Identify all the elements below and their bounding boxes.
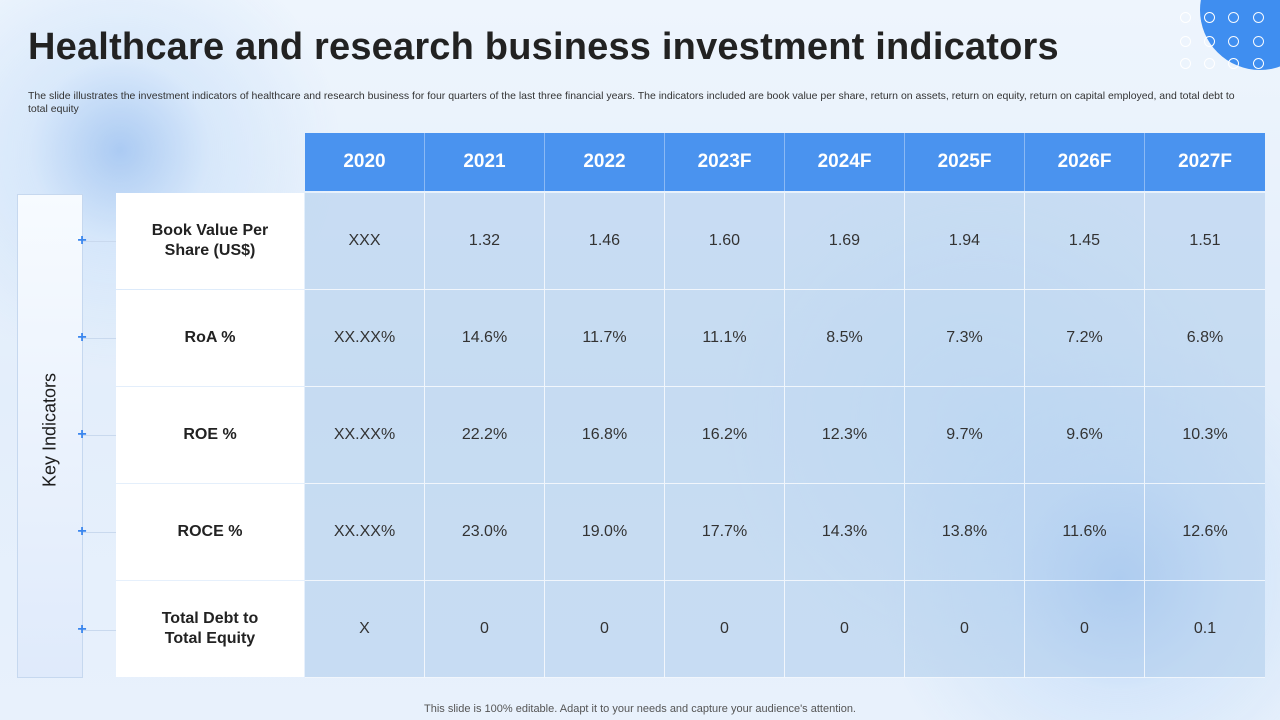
table-cell: 0.1 [1145, 581, 1265, 678]
table-cell: 19.0% [545, 484, 665, 581]
table-cell: 16.8% [545, 387, 665, 484]
table-cell: X [305, 581, 425, 678]
side-label-box [17, 194, 83, 678]
row-label-roa: RoA % [116, 290, 304, 386]
table-cell: 22.2% [425, 387, 545, 484]
indicator-table: XXX 1.32 1.46 1.60 1.69 1.94 1.45 1.51 XX.XX% 14.… [305, 193, 1265, 678]
row-label-roce: ROCE % [116, 484, 304, 580]
row-label-line2: Share (US$) [164, 242, 256, 259]
year-header: 2023F [665, 133, 785, 191]
year-header: 2024F [785, 133, 905, 191]
connector-line [83, 338, 116, 339]
table-cell: 1.69 [785, 193, 905, 290]
table-cell: 1.51 [1145, 193, 1265, 290]
table-cell: XX.XX% [305, 387, 425, 484]
row-label-line1: ROE % [183, 426, 237, 443]
plus-icon: + [77, 232, 87, 249]
table-cell: 9.6% [1025, 387, 1145, 484]
table-cell: 7.2% [1025, 290, 1145, 387]
row-label-line1: Book Value Per [151, 222, 269, 239]
table-cell: XX.XX% [305, 484, 425, 581]
table-cell: 0 [545, 581, 665, 678]
year-header: 2025F [905, 133, 1025, 191]
row-label-line2: Total Equity [164, 630, 256, 647]
table-cell: 1.94 [905, 193, 1025, 290]
table-cell: XX.XX% [305, 290, 425, 387]
plus-icon: + [77, 621, 87, 638]
table-cell: 11.7% [545, 290, 665, 387]
plus-icon: + [77, 426, 87, 443]
table-cell: 14.6% [425, 290, 545, 387]
plus-icon: + [77, 329, 87, 346]
table-cell: 16.2% [665, 387, 785, 484]
table-cell: 11.1% [665, 290, 785, 387]
table-cell: 1.46 [545, 193, 665, 290]
table-cell: 0 [1025, 581, 1145, 678]
table-cell: 7.3% [905, 290, 1025, 387]
table-cell: 12.3% [785, 387, 905, 484]
page-subtitle: The slide illustrates the investment ind… [28, 90, 1235, 115]
table-cell: 0 [665, 581, 785, 678]
table-cell: 0 [785, 581, 905, 678]
row-label-book-value: Book Value Per Share (US$) [116, 193, 304, 289]
year-header: 2027F [1145, 133, 1265, 191]
connector-line [83, 532, 116, 533]
row-label-debt-equity: Total Debt to Total Equity [116, 581, 304, 677]
connector-line [83, 630, 116, 631]
table-cell: 11.6% [1025, 484, 1145, 581]
table-cell: 0 [425, 581, 545, 678]
table-cell: 23.0% [425, 484, 545, 581]
year-header-row: 2020 2021 2022 2023F 2024F 2025F 2026F 2… [305, 133, 1265, 191]
side-label: Key Indicators [39, 372, 60, 488]
table-cell: 9.7% [905, 387, 1025, 484]
year-header: 2026F [1025, 133, 1145, 191]
row-label-roe: ROE % [116, 387, 304, 483]
table-cell: 14.3% [785, 484, 905, 581]
table-cell: XXX [305, 193, 425, 290]
year-header: 2022 [545, 133, 665, 191]
row-label-line1: Total Debt to [161, 610, 259, 627]
table-cell: 8.5% [785, 290, 905, 387]
table-cell: 6.8% [1145, 290, 1265, 387]
connector-line [83, 435, 116, 436]
table-cell: 10.3% [1145, 387, 1265, 484]
row-label-line1: ROCE % [177, 523, 243, 540]
row-label-line1: RoA % [184, 329, 236, 346]
table-cell: 13.8% [905, 484, 1025, 581]
year-header: 2021 [425, 133, 545, 191]
connector-line [83, 241, 116, 242]
plus-icon: + [77, 523, 87, 540]
year-header: 2020 [305, 133, 425, 191]
page-title: Healthcare and research business investm… [28, 26, 1059, 68]
table-cell: 12.6% [1145, 484, 1265, 581]
table-cell: 17.7% [665, 484, 785, 581]
table-cell: 1.32 [425, 193, 545, 290]
footer-note: This slide is 100% editable. Adapt it to… [424, 703, 856, 715]
table-cell: 1.60 [665, 193, 785, 290]
table-cell: 0 [905, 581, 1025, 678]
table-cell: 1.45 [1025, 193, 1145, 290]
